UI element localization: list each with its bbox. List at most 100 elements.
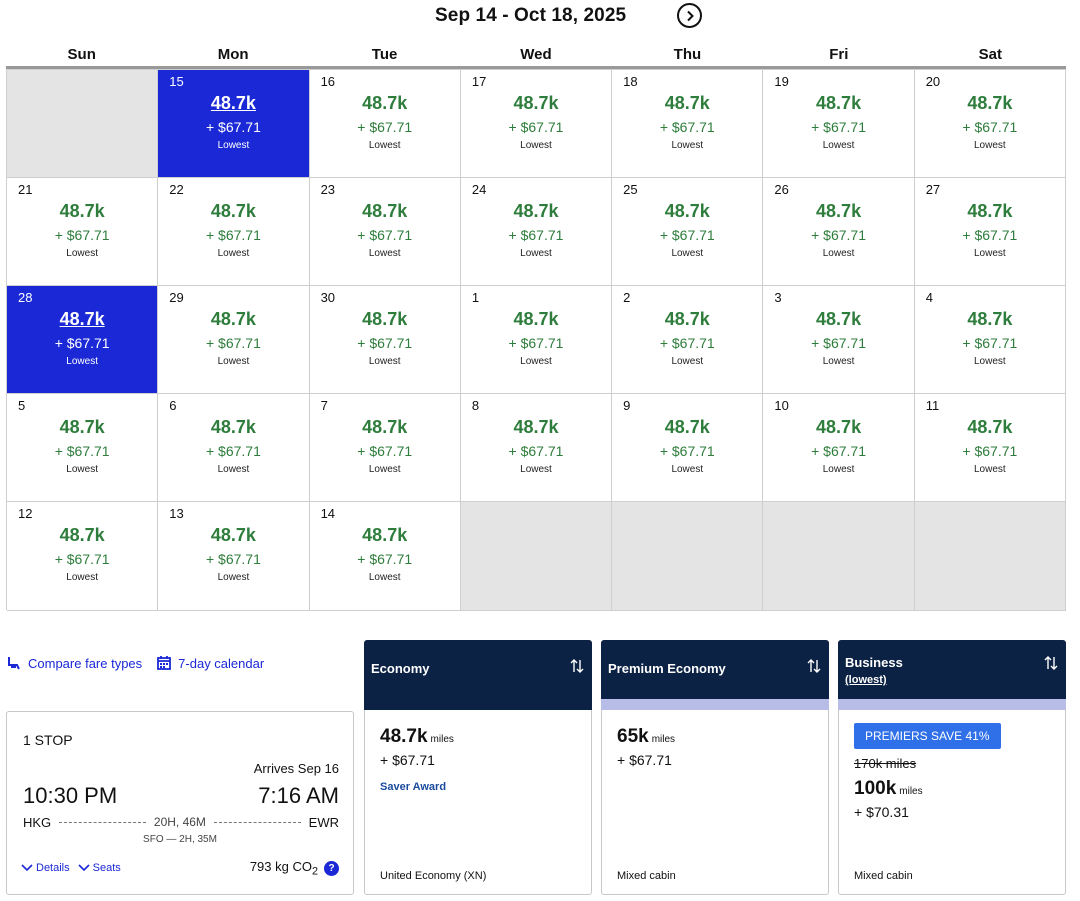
day-cell[interactable]: 23 48.7k + $67.71 Lowest xyxy=(309,178,461,286)
day-miles: 48.7k xyxy=(967,309,1013,329)
economy-cabin: United Economy (XN) xyxy=(380,870,487,882)
miles-unit: miles xyxy=(430,734,454,745)
destination-airport: EWR xyxy=(308,814,340,830)
day-cell[interactable]: 24 48.7k + $67.71 Lowest xyxy=(460,178,613,286)
day-lowest-tag: Lowest xyxy=(520,356,552,367)
premium-economy-title: Premium Economy xyxy=(608,661,726,676)
day-miles: 48.7k xyxy=(513,309,559,329)
day-cell[interactable]: 12 48.7k + $67.71 Lowest xyxy=(7,502,159,611)
business-column-header[interactable]: Business (lowest) xyxy=(838,640,1066,710)
co2-subscript: 2 xyxy=(311,865,318,878)
day-tax: + $67.71 xyxy=(54,551,110,567)
day-lowest-tag: Lowest xyxy=(66,572,98,583)
seats-label: Seats xyxy=(92,862,121,874)
day-miles: 48.7k xyxy=(967,201,1013,221)
day-cell[interactable]: 10 48.7k + $67.71 Lowest xyxy=(763,394,915,502)
day-cell[interactable]: 8 48.7k + $67.71 Lowest xyxy=(460,394,613,502)
day-lowest-tag: Lowest xyxy=(66,248,98,259)
day-cell[interactable]: 22 48.7k + $67.71 Lowest xyxy=(158,178,310,286)
day-cell[interactable]: 13 48.7k + $67.71 Lowest xyxy=(158,502,310,611)
business-cabin: Mixed cabin xyxy=(854,870,913,882)
chevron-down-icon xyxy=(78,864,90,872)
day-miles: 48.7k xyxy=(210,93,256,113)
day-cell[interactable]: 4 48.7k + $67.71 Lowest xyxy=(914,286,1066,394)
day-lowest-tag: Lowest xyxy=(368,464,401,475)
economy-column-header[interactable]: Economy xyxy=(364,640,592,710)
day-cell[interactable]: 14 48.7k + $67.71 Lowest xyxy=(309,502,461,611)
selected-day-cell[interactable]: 15 48.7k + $67.71 Lowest xyxy=(158,70,310,178)
day-miles: 48.7k xyxy=(664,309,710,329)
day-number: 9 xyxy=(623,398,631,413)
day-cell[interactable]: 29 48.7k + $67.71 Lowest xyxy=(158,286,310,394)
weekday-label: Sun xyxy=(67,46,96,63)
business-fare-cell[interactable]: PREMIERS SAVE 41% 170k miles 100k miles +… xyxy=(838,710,1066,895)
day-cell[interactable]: 16 48.7k + $67.71 Lowest xyxy=(309,70,461,178)
compare-fare-types-link[interactable]: Compare fare types xyxy=(6,655,142,671)
departure-time: 10:30 PM xyxy=(23,783,118,808)
day-miles: 48.7k xyxy=(967,417,1013,437)
day-miles: 48.7k xyxy=(59,417,105,437)
day-cell[interactable]: 7 48.7k + $67.71 Lowest xyxy=(309,394,461,502)
selected-day-cell[interactable]: 28 48.7k + $67.71 Lowest xyxy=(7,286,159,394)
premium-economy-column-header[interactable]: Premium Economy xyxy=(601,640,829,710)
day-number: 2 xyxy=(623,290,631,305)
day-miles: 48.7k xyxy=(59,201,105,221)
seven-day-calendar-link[interactable]: 7-day calendar xyxy=(156,655,264,671)
day-cell[interactable]: 27 48.7k + $67.71 Lowest xyxy=(914,178,1066,286)
premium-economy-fare-cell[interactable]: 65k miles + $67.71 Mixed cabin xyxy=(601,710,829,895)
day-miles: 48.7k xyxy=(513,417,559,437)
details-toggle[interactable]: Details xyxy=(21,862,70,874)
day-number: 5 xyxy=(18,398,26,413)
day-lowest-tag: Lowest xyxy=(974,248,1006,259)
day-tax: + $67.71 xyxy=(205,443,261,459)
day-lowest-tag: Lowest xyxy=(368,248,401,259)
day-cell[interactable]: 26 48.7k + $67.71 Lowest xyxy=(763,178,915,286)
day-miles: 48.7k xyxy=(513,93,559,113)
original-miles: 170k miles xyxy=(854,756,917,771)
premium-cabin: Mixed cabin xyxy=(617,870,676,882)
seats-toggle[interactable]: Seats xyxy=(78,862,121,874)
day-cell[interactable]: 20 48.7k + $67.71 Lowest xyxy=(914,70,1066,178)
day-cell[interactable]: 1 48.7k + $67.71 Lowest xyxy=(460,286,613,394)
day-lowest-tag: Lowest xyxy=(822,464,855,475)
weekday-label: Wed xyxy=(520,46,552,63)
calendar-icon xyxy=(157,656,172,670)
weekday-divider xyxy=(6,66,1066,69)
day-tax: + $67.71 xyxy=(357,335,413,351)
day-cell[interactable]: 11 48.7k + $67.71 Lowest xyxy=(914,394,1066,502)
day-cell[interactable]: 2 48.7k + $67.71 Lowest xyxy=(612,286,764,394)
day-cell[interactable]: 25 48.7k + $67.71 Lowest xyxy=(612,178,764,286)
route-line xyxy=(59,821,146,823)
day-tax: + $67.71 xyxy=(811,443,866,459)
day-miles: 48.7k xyxy=(210,525,256,545)
route-row: HKG 20H, 46M EWR xyxy=(23,813,339,831)
economy-fare-cell[interactable]: 48.7k miles + $67.71 Saver Award United E… xyxy=(364,710,592,895)
day-tax: + $67.71 xyxy=(962,119,1018,135)
day-number: 7 xyxy=(320,398,328,413)
day-miles: 48.7k xyxy=(664,201,710,221)
day-tax: + $67.71 xyxy=(962,443,1018,459)
flight-summary-card: 1 STOP Arrives Sep 16 10:30 PM 7:16 AM H… xyxy=(6,711,354,895)
day-number: 14 xyxy=(320,506,336,521)
day-cell[interactable]: 30 48.7k + $67.71 Lowest xyxy=(309,286,461,394)
day-cell[interactable]: 5 48.7k + $67.71 Lowest xyxy=(7,394,159,502)
day-cell[interactable]: 18 48.7k + $67.71 Lowest xyxy=(612,70,764,178)
business-miles-value: 100k xyxy=(854,778,897,799)
day-cell[interactable]: 6 48.7k + $67.71 Lowest xyxy=(158,394,310,502)
day-cell[interactable]: 9 48.7k + $67.71 Lowest xyxy=(612,394,764,502)
day-lowest-tag: Lowest xyxy=(217,140,250,151)
weekday-label: Thu xyxy=(673,46,702,63)
day-miles: 48.7k xyxy=(362,417,408,437)
day-cell[interactable]: 3 48.7k + $67.71 Lowest xyxy=(763,286,915,394)
day-cell[interactable]: 19 48.7k + $67.71 Lowest xyxy=(763,70,915,178)
day-lowest-tag: Lowest xyxy=(217,356,250,367)
day-cell[interactable]: 17 48.7k + $67.71 Lowest xyxy=(460,70,613,178)
co2-help-icon[interactable]: ? xyxy=(324,860,339,876)
arrival-date: Arrives Sep 16 xyxy=(253,761,339,776)
next-range-button[interactable] xyxy=(677,3,702,28)
day-cell[interactable]: 21 48.7k + $67.71 Lowest xyxy=(7,178,159,286)
day-lowest-tag: Lowest xyxy=(974,356,1006,367)
day-lowest-tag: Lowest xyxy=(217,464,250,475)
premium-miles-value: 65k xyxy=(617,726,649,747)
day-number: 21 xyxy=(18,182,33,197)
